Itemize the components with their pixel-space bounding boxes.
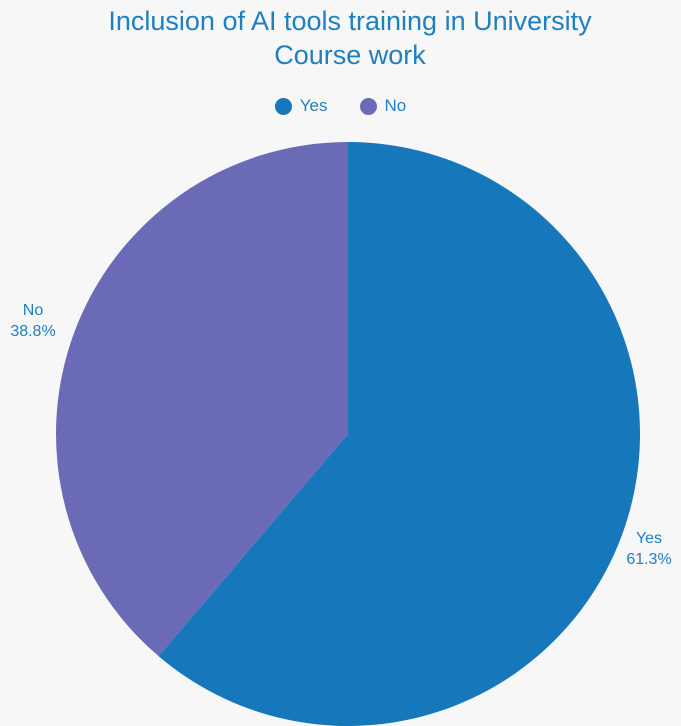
slice-label-yes-category: Yes	[635, 530, 663, 547]
legend-item-no[interactable]: No	[359, 96, 407, 116]
chart-title-line-1: Inclusion of AI tools training in Univer…	[108, 6, 592, 36]
legend-swatch-no	[359, 97, 377, 115]
legend-label-yes: Yes	[299, 96, 328, 115]
chart-title: Inclusion of AI tools training in Univer…	[60, 4, 640, 72]
slice-label-yes-value: 61.3%	[626, 551, 672, 568]
legend-label-no: No	[384, 96, 407, 115]
legend-swatch-yes	[274, 97, 292, 115]
legend-item-yes[interactable]: Yes	[274, 96, 328, 116]
pie-slice-no[interactable]	[56, 142, 348, 657]
slice-label-yes: Yes 61.3%	[618, 528, 680, 570]
slice-label-no-category: No	[22, 302, 44, 319]
slice-label-no-value: 38.8%	[10, 323, 56, 340]
chart-title-line-2: Course work	[274, 40, 426, 70]
chart-legend: Yes No	[0, 96, 681, 116]
slice-label-no: No 38.8%	[2, 300, 64, 342]
pie-slice-yes[interactable]	[158, 142, 641, 726]
